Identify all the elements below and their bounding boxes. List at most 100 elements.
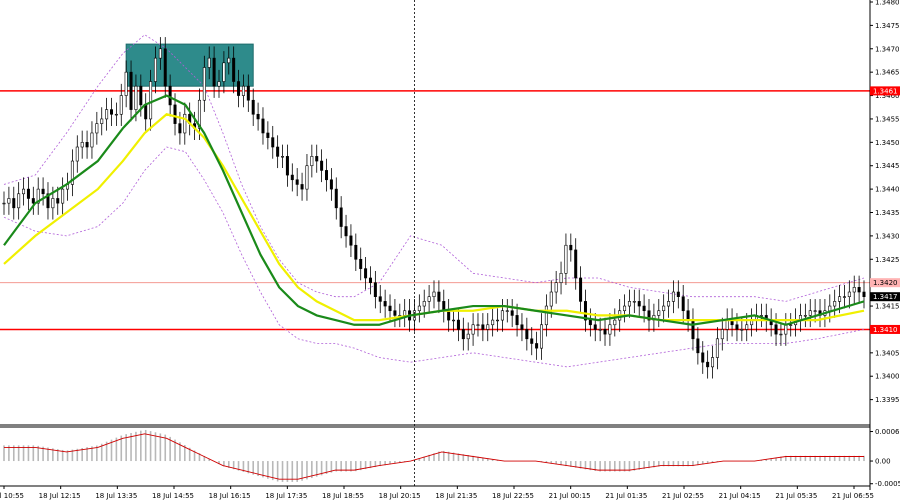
candle-body bbox=[657, 310, 661, 316]
y-tick-label: 1.3415 bbox=[875, 303, 900, 311]
candle-body bbox=[139, 85, 143, 106]
candle-body bbox=[251, 99, 255, 115]
candle-body bbox=[813, 310, 817, 312]
y-tick-label: 1.3445 bbox=[875, 162, 900, 170]
candle-body bbox=[500, 310, 504, 321]
candle-body bbox=[535, 343, 539, 349]
candle-body bbox=[119, 95, 123, 115]
candle-body bbox=[378, 296, 382, 302]
candle-body bbox=[456, 319, 460, 330]
candle-body bbox=[505, 310, 509, 312]
level-label: 1.3461 bbox=[873, 87, 898, 95]
candle-body bbox=[432, 291, 436, 297]
candle-body bbox=[100, 118, 104, 124]
candle-body bbox=[315, 156, 319, 162]
candle-body bbox=[847, 291, 851, 297]
candle-body bbox=[285, 156, 289, 176]
candle-body bbox=[158, 48, 162, 59]
candle-body bbox=[114, 113, 118, 116]
candle-body bbox=[178, 123, 182, 134]
bollinger-band-bb_lower bbox=[3, 146, 865, 368]
x-tick-label: 18 Jul 13:35 bbox=[95, 492, 137, 500]
x-tick-label: 18 Jul 10:55 bbox=[0, 492, 24, 500]
candle-body bbox=[593, 324, 597, 330]
x-tick-label: 21 Jul 05:35 bbox=[775, 492, 817, 500]
candle-body bbox=[559, 273, 563, 283]
candle-body bbox=[833, 301, 837, 307]
candle-body bbox=[588, 319, 592, 326]
candle-body bbox=[110, 109, 114, 115]
candle-body bbox=[368, 277, 372, 283]
x-tick-label: 18 Jul 18:55 bbox=[322, 492, 364, 500]
candle-body bbox=[168, 85, 172, 106]
candle-body bbox=[828, 305, 832, 312]
y-tick-label: 1.3475 bbox=[875, 22, 900, 30]
candle-body bbox=[295, 179, 299, 185]
candle-body bbox=[46, 193, 50, 209]
x-tick-label: 21 Jul 00:15 bbox=[549, 492, 591, 500]
candle-body bbox=[70, 160, 74, 185]
candle-body bbox=[481, 324, 485, 330]
fast-moving-average bbox=[3, 94, 865, 326]
candle-body bbox=[354, 244, 358, 260]
x-tick-label: 21 Jul 01:35 bbox=[605, 492, 647, 500]
candle-body bbox=[466, 333, 470, 340]
candle-body bbox=[803, 315, 807, 317]
candle-body bbox=[662, 305, 666, 312]
candle-body bbox=[237, 81, 241, 96]
candle-body bbox=[735, 324, 739, 330]
oscillator-panel bbox=[3, 429, 865, 482]
candle-body bbox=[417, 305, 421, 312]
candle-body bbox=[266, 132, 270, 138]
candle-body bbox=[276, 146, 280, 157]
candle-body bbox=[613, 319, 617, 326]
candle-body bbox=[56, 198, 60, 204]
candle-body bbox=[706, 361, 710, 368]
candle-body bbox=[686, 310, 690, 321]
candle-body bbox=[740, 329, 744, 331]
candle-body bbox=[344, 226, 348, 237]
x-tick-label: 18 Jul 12:15 bbox=[39, 492, 81, 500]
y-tick-label: 1.3400 bbox=[875, 373, 900, 381]
candle-body bbox=[515, 315, 519, 326]
candle-body bbox=[759, 315, 763, 317]
candle-body bbox=[520, 324, 524, 330]
candle-body bbox=[31, 198, 35, 204]
candle-body bbox=[554, 282, 558, 293]
candle-body bbox=[857, 287, 861, 293]
candle-body bbox=[539, 324, 543, 349]
candle-body bbox=[623, 305, 627, 312]
candle-body bbox=[320, 160, 324, 171]
candle-body bbox=[608, 324, 612, 335]
candle-body bbox=[784, 324, 788, 335]
candle-body bbox=[779, 333, 783, 336]
candle-body bbox=[2, 202, 6, 205]
highlight-box bbox=[125, 43, 254, 87]
candle-body bbox=[637, 301, 641, 307]
candle-body bbox=[12, 198, 16, 209]
candle-body bbox=[720, 329, 724, 340]
candle-body bbox=[711, 357, 715, 368]
candle-body bbox=[486, 324, 490, 330]
candle-body bbox=[85, 142, 89, 148]
candle-body bbox=[452, 319, 456, 322]
y-tick-label: 1.3440 bbox=[875, 186, 900, 194]
candle-body bbox=[842, 296, 846, 298]
candle-body bbox=[564, 244, 568, 274]
candle-body bbox=[583, 301, 587, 321]
candle-body bbox=[105, 109, 109, 120]
y-tick-label: 1.3465 bbox=[875, 69, 900, 77]
candle-body bbox=[676, 291, 680, 297]
candle-body bbox=[359, 258, 363, 269]
candle-body bbox=[26, 188, 30, 199]
candle-body bbox=[427, 296, 431, 302]
candle-body bbox=[461, 329, 465, 340]
candle-body bbox=[149, 81, 153, 120]
candle-body bbox=[667, 301, 671, 307]
candle-body bbox=[163, 48, 167, 87]
candle-body bbox=[393, 310, 397, 316]
x-tick-label: 18 Jul 17:35 bbox=[265, 492, 307, 500]
candle-body bbox=[632, 301, 636, 303]
